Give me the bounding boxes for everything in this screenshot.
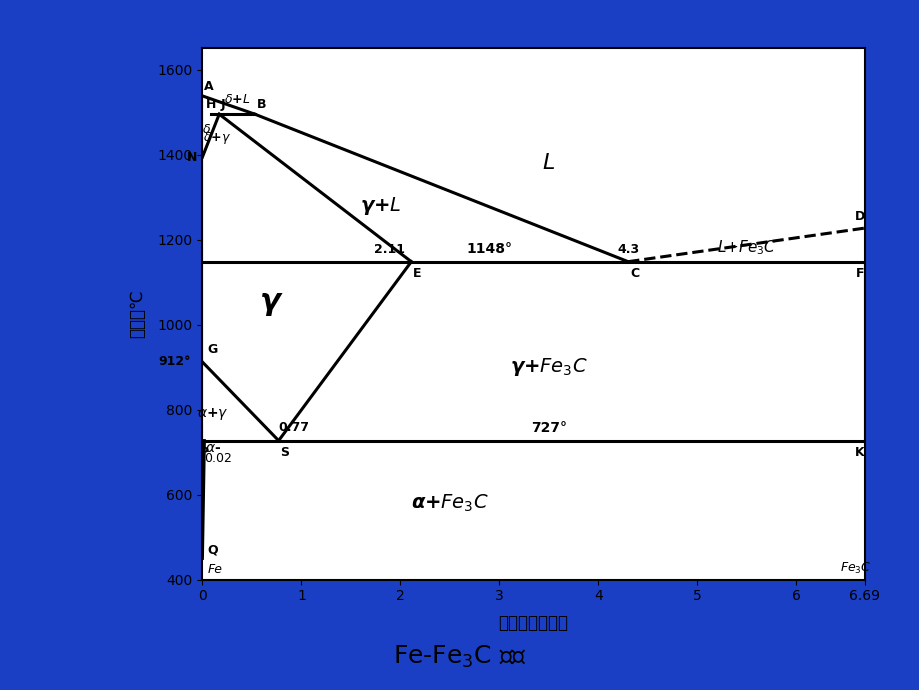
Text: H: H — [206, 98, 216, 111]
Text: $\delta$: $\delta$ — [201, 123, 210, 135]
Text: Q: Q — [207, 543, 218, 556]
Text: $\boldsymbol{\alpha}$+$\mathit{Fe_3C}$: $\boldsymbol{\alpha}$+$\mathit{Fe_3C}$ — [411, 493, 488, 514]
Text: $\alpha$-: $\alpha$- — [205, 441, 221, 455]
Text: Fe-Fe$_3$C 相图: Fe-Fe$_3$C 相图 — [392, 644, 527, 670]
Text: $\boldsymbol{\gamma}$: $\boldsymbol{\gamma}$ — [259, 289, 284, 318]
Text: K: K — [855, 446, 864, 459]
Text: G: G — [207, 344, 218, 357]
Text: $\boldsymbol{\gamma}$+$\mathit{Fe_3C}$: $\boldsymbol{\gamma}$+$\mathit{Fe_3C}$ — [509, 356, 587, 378]
Text: $\boldsymbol{\gamma}$+$L$: $\boldsymbol{\gamma}$+$L$ — [359, 195, 401, 217]
Text: $L$: $L$ — [542, 153, 555, 173]
Text: C: C — [630, 267, 639, 280]
Text: 912°: 912° — [158, 355, 190, 368]
Text: 727°: 727° — [530, 421, 566, 435]
X-axis label: 碘的重量百分数: 碘的重量百分数 — [498, 614, 568, 633]
Text: 0.02: 0.02 — [204, 452, 232, 465]
Text: N: N — [187, 150, 198, 164]
Text: $Fe_3C$: $Fe_3C$ — [839, 561, 870, 576]
Text: B: B — [256, 98, 267, 111]
Y-axis label: 温度，℃: 温度，℃ — [128, 290, 146, 338]
Text: J: J — [221, 98, 225, 111]
Text: E: E — [413, 267, 421, 280]
Text: S: S — [280, 446, 289, 459]
Text: 0.77: 0.77 — [278, 421, 310, 434]
Text: F: F — [856, 267, 864, 280]
Text: $\delta$+$L$: $\delta$+$L$ — [223, 92, 250, 106]
Text: $\alpha$+$\gamma$: $\alpha$+$\gamma$ — [197, 406, 228, 422]
Text: $L$+$\mathit{Fe_3C}$: $L$+$\mathit{Fe_3C}$ — [717, 239, 776, 257]
Text: Fe: Fe — [207, 563, 222, 576]
Text: 1148°: 1148° — [466, 241, 512, 256]
Text: P: P — [199, 446, 209, 459]
Text: 4.3: 4.3 — [617, 243, 639, 256]
Text: 2.11: 2.11 — [374, 243, 405, 256]
Text: A: A — [204, 80, 214, 93]
Text: D: D — [854, 210, 864, 223]
Text: $\delta$+$\gamma$: $\delta$+$\gamma$ — [203, 130, 231, 146]
